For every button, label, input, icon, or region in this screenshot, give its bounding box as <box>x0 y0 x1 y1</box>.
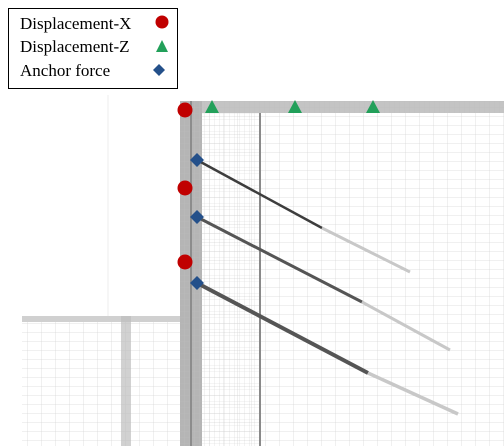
legend-label: Displacement-X <box>20 14 131 33</box>
legend: Displacement-X Displacement-Z Anchor for… <box>9 9 178 89</box>
displacement-x-marker <box>178 181 193 196</box>
legend-symbol <box>156 16 169 29</box>
model-figure: Displacement-X Displacement-Z Anchor for… <box>0 0 504 446</box>
soil-mesh-dense <box>200 113 260 446</box>
displacement-x-marker <box>178 103 193 118</box>
ground-surface-mesh <box>180 101 504 113</box>
excavation-surface <box>22 316 190 322</box>
page: Displacement-X Displacement-Z Anchor for… <box>0 0 504 446</box>
legend-label: Displacement-Z <box>20 37 130 56</box>
legend-label: Anchor force <box>20 61 110 80</box>
excavation-block <box>22 316 190 446</box>
excavation-column <box>121 316 131 446</box>
displacement-x-marker <box>178 255 193 270</box>
